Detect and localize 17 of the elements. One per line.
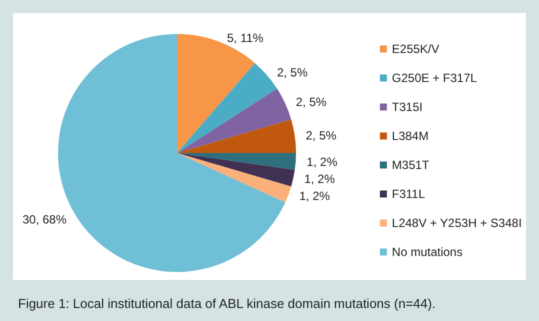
legend-label: M351T <box>392 158 430 172</box>
text: Figure 1: Local institutional data of ABL kinase domain mutations (n=44). <box>18 296 436 311</box>
legend-label: L384M <box>392 129 429 143</box>
data-label: 2, 5% <box>306 128 337 142</box>
legend-label: T315I <box>392 100 423 114</box>
data-label: 1, 2% <box>304 172 336 186</box>
data-label: 2, 5% <box>296 94 327 109</box>
data-label: 2, 5% <box>276 65 308 80</box>
data-label: 5, 11% <box>226 30 264 45</box>
legend-label: E255K/V <box>392 42 440 56</box>
legend-label: L248V + Y253H + S348I <box>392 216 522 230</box>
data-label: 30, 68% <box>22 212 67 226</box>
data-label: 1, 2% <box>299 188 330 203</box>
legend-label: F311L <box>392 187 426 201</box>
data-label: 1, 2% <box>306 154 338 169</box>
legend-label: G250E + F317L <box>392 71 478 85</box>
legend-label: No mutations <box>392 245 463 259</box>
